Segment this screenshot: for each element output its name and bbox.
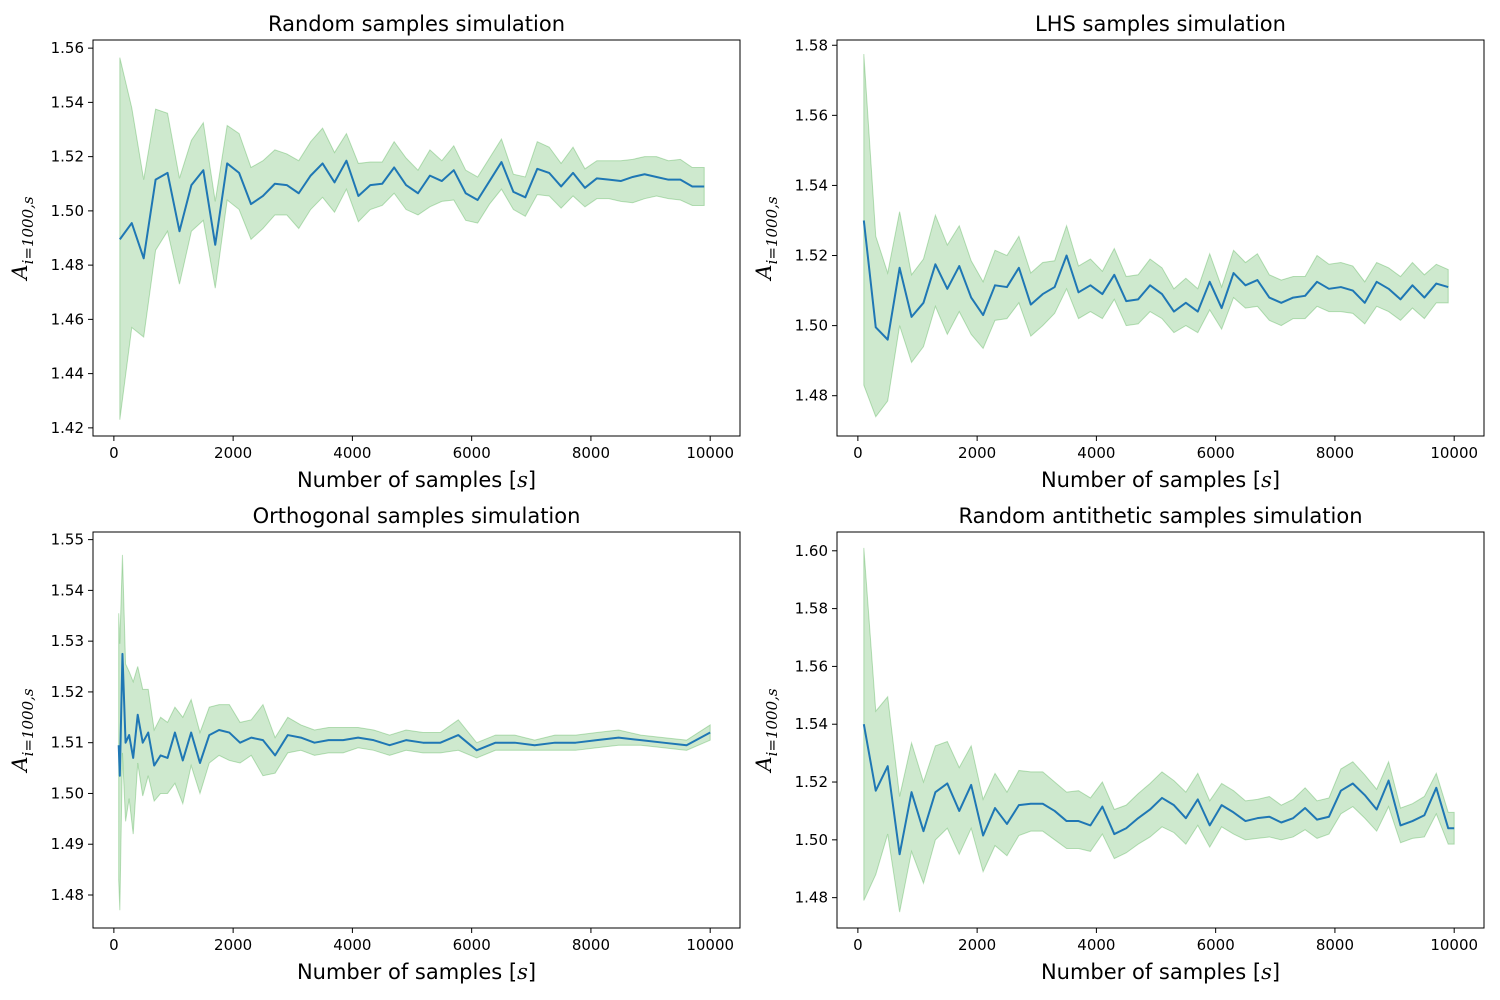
y-tick-label: 1.50 — [51, 784, 84, 802]
confidence-band — [863, 547, 1455, 913]
y-tick-label: 1.53 — [51, 632, 84, 650]
y-axis-label: Ai=1000,s — [8, 688, 37, 773]
x-tick-label: 10000 — [686, 936, 734, 954]
chart-random-samples: 0 2000 4000 6000 8000 10000 1.42 1.44 1.46 1.48 1.… — [8, 12, 741, 492]
mean-line — [862, 724, 1455, 856]
chart-title: Random antithetic samples simulation — [958, 504, 1362, 528]
mean-line — [117, 652, 711, 777]
chart-orthogonal-samples: 0 2000 4000 6000 8000 10000 1.48 1.49 1.50 1.51 1.… — [8, 504, 741, 984]
x-tick-label: 10000 — [1430, 936, 1478, 954]
y-tick-label: 1.58 — [795, 36, 828, 54]
x-tick-label: 0 — [109, 444, 119, 462]
x-tick-label: 10000 — [1430, 444, 1478, 462]
y-tick-label: 1.48 — [51, 886, 84, 904]
chart-title: Random samples simulation — [268, 12, 565, 36]
x-tick-label: 2000 — [958, 936, 996, 954]
x-tick-label: 4000 — [1077, 444, 1115, 462]
y-tick-label: 1.54 — [795, 715, 828, 733]
mean-line — [119, 159, 705, 260]
chart-lhs-samples: 0 2000 4000 6000 8000 10000 1.48 1.50 1.52 1.54 1.… — [752, 12, 1485, 492]
x-axis-label: Number of samples [s] — [297, 960, 536, 984]
confidence-band — [118, 554, 711, 911]
chart-title: LHS samples simulation — [1035, 12, 1286, 36]
confidence-band — [863, 53, 1449, 418]
axes-frame — [836, 531, 1485, 929]
axes-frame — [836, 39, 1485, 437]
y-tick-label: 1.52 — [795, 773, 828, 791]
x-tick-label: 8000 — [1316, 444, 1354, 462]
x-tick-label: 10000 — [686, 444, 734, 462]
y-tick-label: 1.54 — [51, 581, 84, 599]
y-tick-label: 1.50 — [51, 202, 84, 220]
y-tick-label: 1.52 — [795, 247, 828, 265]
x-tick-label: 0 — [853, 444, 863, 462]
y-tick-label: 1.52 — [51, 148, 84, 166]
y-tick-label: 1.48 — [795, 387, 828, 405]
y-axis-label: Ai=1000,s — [752, 196, 781, 281]
y-tick-label: 1.51 — [51, 734, 84, 752]
y-tick-label: 1.60 — [795, 542, 828, 560]
y-tick-label: 1.50 — [795, 831, 828, 849]
x-tick-label: 2000 — [214, 936, 252, 954]
x-axis-label: Number of samples [s] — [1041, 468, 1280, 492]
y-tick-label: 1.54 — [795, 176, 828, 194]
x-tick-label: 8000 — [572, 936, 610, 954]
y-tick-label: 1.56 — [795, 106, 828, 124]
y-axis-label: Ai=1000,s — [8, 196, 37, 281]
y-tick-label: 1.48 — [795, 889, 828, 907]
x-tick-label: 6000 — [453, 936, 491, 954]
chart-random-antithetic-samples: 0 2000 4000 6000 8000 10000 1.48 1.50 1.52 1.54 1.… — [752, 504, 1485, 984]
x-tick-label: 4000 — [333, 444, 371, 462]
y-tick-label: 1.49 — [51, 835, 84, 853]
axes-frame — [92, 39, 741, 437]
y-tick-label: 1.42 — [51, 419, 84, 437]
x-tick-label: 6000 — [1197, 444, 1235, 462]
y-axis-label: Ai=1000,s — [752, 688, 781, 773]
axes-frame — [92, 531, 741, 929]
y-tick-label: 1.48 — [51, 256, 84, 274]
y-tick-label: 1.56 — [795, 657, 828, 675]
y-tick-label: 1.55 — [51, 531, 84, 549]
x-tick-label: 2000 — [214, 444, 252, 462]
y-tick-label: 1.44 — [51, 365, 84, 383]
x-axis-label: Number of samples [s] — [297, 468, 536, 492]
y-tick-label: 1.56 — [51, 39, 84, 57]
x-tick-label: 0 — [853, 936, 863, 954]
x-tick-label: 4000 — [333, 936, 371, 954]
x-tick-label: 6000 — [1197, 936, 1235, 954]
chart-title: Orthogonal samples simulation — [253, 504, 581, 528]
y-tick-label: 1.50 — [795, 317, 828, 335]
mean-line — [862, 220, 1449, 341]
x-tick-label: 2000 — [958, 444, 996, 462]
y-tick-label: 1.54 — [51, 93, 84, 111]
y-tick-label: 1.46 — [51, 310, 84, 328]
x-tick-label: 8000 — [572, 444, 610, 462]
confidence-band — [119, 57, 705, 420]
x-tick-label: 8000 — [1316, 936, 1354, 954]
x-tick-label: 6000 — [453, 444, 491, 462]
x-tick-label: 4000 — [1077, 936, 1115, 954]
x-axis-label: Number of samples [s] — [1041, 960, 1280, 984]
y-tick-label: 1.52 — [51, 683, 84, 701]
y-tick-label: 1.58 — [795, 600, 828, 618]
x-tick-label: 0 — [109, 936, 119, 954]
